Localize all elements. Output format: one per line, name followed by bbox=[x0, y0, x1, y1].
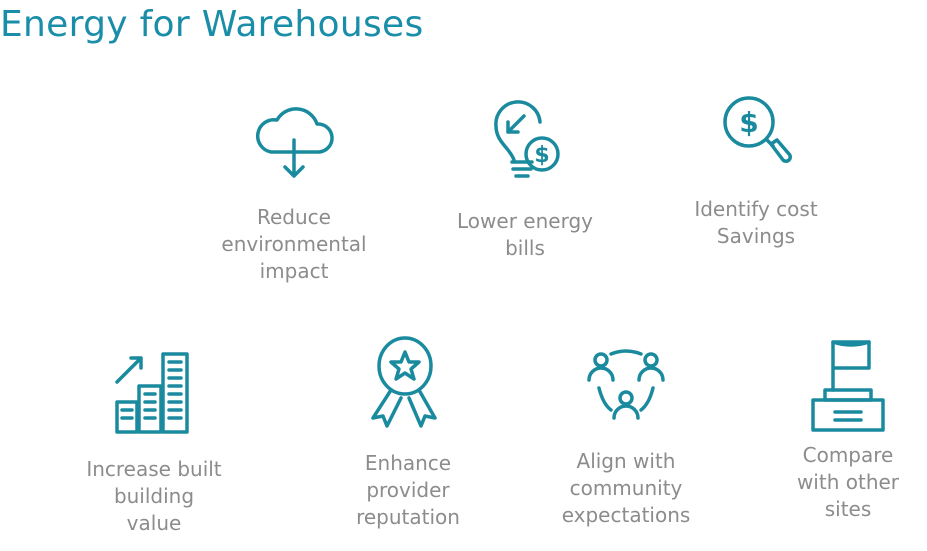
magnifier-dollar-icon: $ bbox=[723, 96, 792, 163]
benefit-identify-savings: $ Identify cost Savings bbox=[656, 92, 856, 250]
benefit-label: Lower energy bills bbox=[457, 209, 593, 260]
lightbulb-dollar-icon: $ bbox=[494, 100, 560, 178]
benefit-label: Enhance provider reputation bbox=[356, 451, 460, 529]
flag-podium-icon bbox=[811, 340, 885, 432]
community-people-icon bbox=[587, 349, 665, 420]
benefit-community: Align with community expectations bbox=[526, 346, 726, 529]
benefit-label: Reduce environmental impact bbox=[221, 205, 367, 283]
page-title: Energy for Warehouses bbox=[0, 4, 424, 45]
svg-text:$: $ bbox=[534, 143, 549, 168]
benefit-label: Identify cost Savings bbox=[694, 197, 818, 248]
award-ribbon-icon bbox=[371, 336, 437, 428]
benefit-compare-sites: Compare with other sites bbox=[748, 338, 927, 523]
svg-text:$: $ bbox=[739, 106, 758, 139]
benefit-label: Align with community expectations bbox=[561, 449, 691, 527]
benefit-reduce-impact: Reduce environmental impact bbox=[194, 100, 394, 285]
benefit-label: Increase built building value bbox=[86, 457, 222, 535]
buildings-growth-icon bbox=[115, 352, 189, 434]
benefit-building-value: Increase built building value bbox=[54, 348, 254, 537]
cloud-download-icon bbox=[255, 107, 334, 178]
benefit-lower-bills: $ Lower energy bills bbox=[425, 98, 625, 262]
benefit-label: Compare with other sites bbox=[796, 443, 900, 521]
benefit-provider-reputation: Enhance provider reputation bbox=[308, 336, 508, 531]
